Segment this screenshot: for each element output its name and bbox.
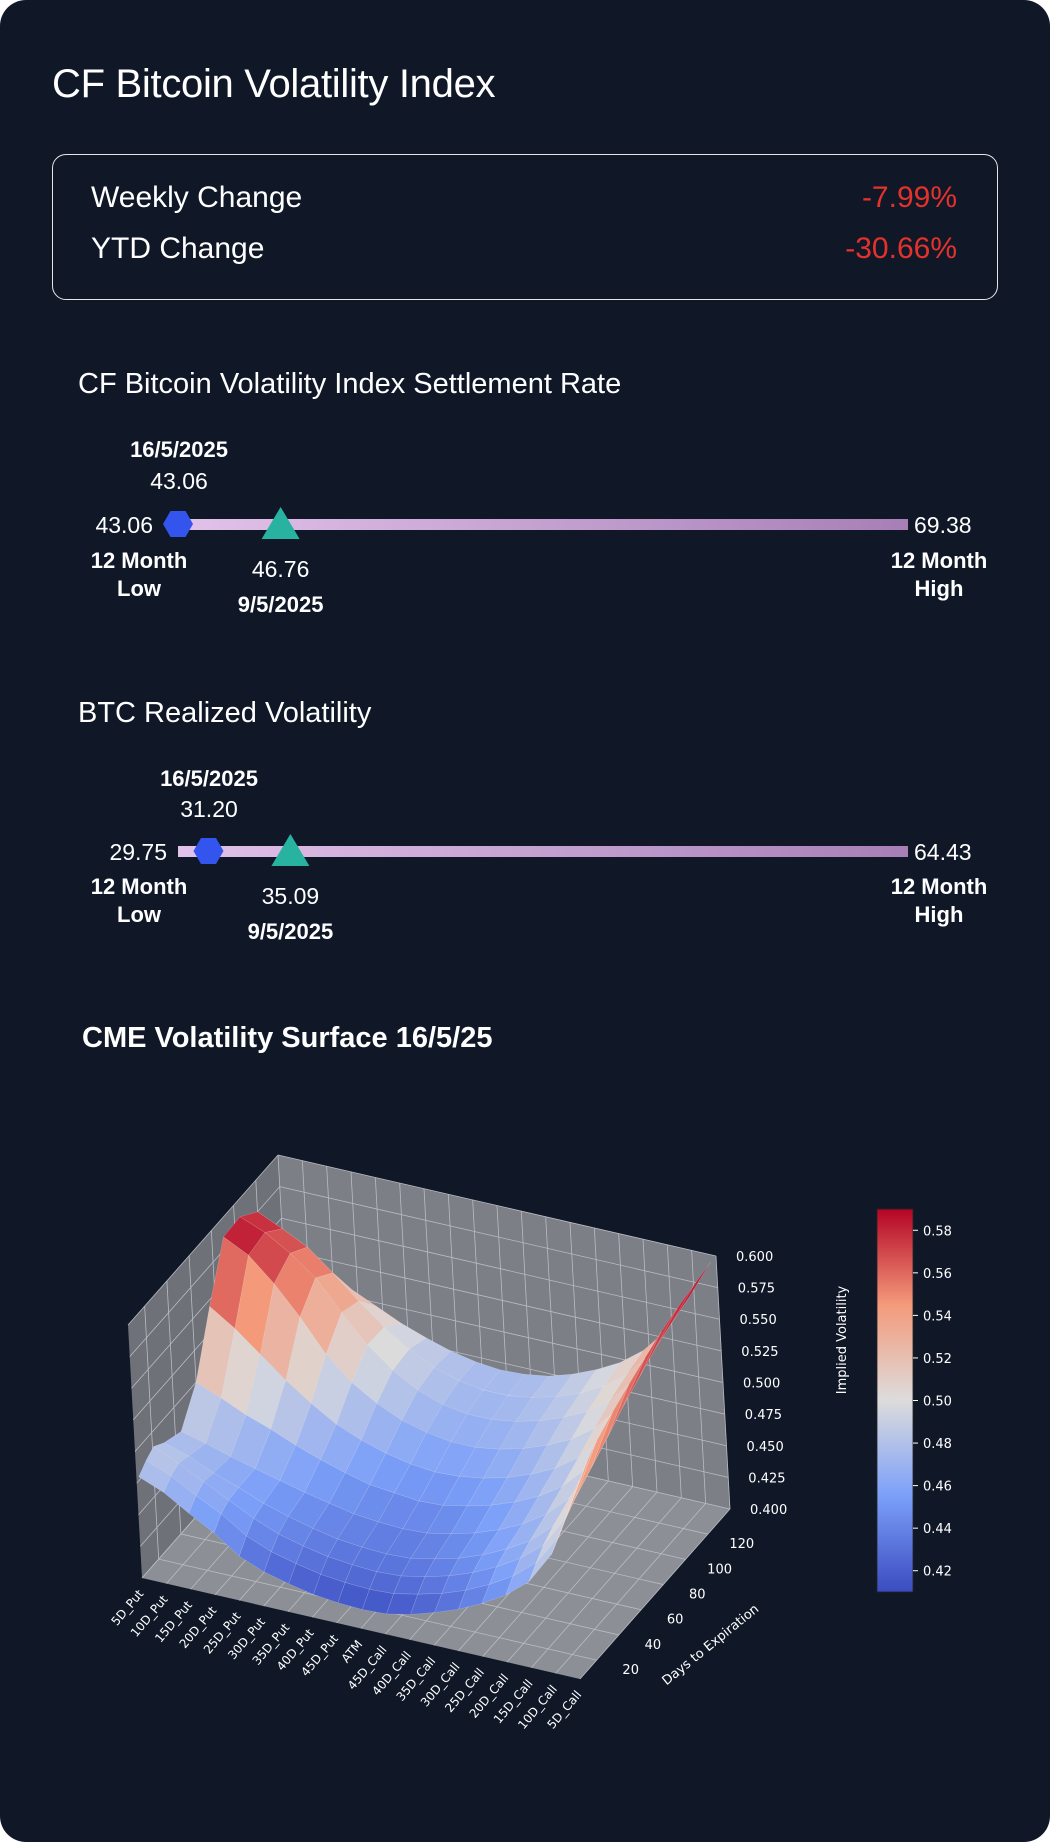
realized-high-label-2: High — [915, 902, 964, 927]
colorbar-tick: 0.42 — [923, 1565, 952, 1580]
surface-z-tick: 0.575 — [738, 1282, 775, 1297]
settlement-low-value: 43.06 — [95, 512, 153, 538]
colorbar-tick: 0.54 — [923, 1309, 952, 1324]
settlement-week-ago-date: 9/5/2025 — [238, 592, 324, 617]
surface-y-tick: 20 — [622, 1663, 639, 1678]
ytd-change-value: -30.66% — [845, 232, 957, 265]
surface-y-tick: 120 — [729, 1537, 754, 1552]
surface-zlabel: Implied Volatility — [835, 1285, 850, 1394]
surface-patch — [607, 1357, 646, 1438]
surface-patch — [671, 1262, 711, 1323]
realized-range-bar — [178, 846, 908, 857]
settlement-range-gauge: 16/5/2025 43.06 43.06 12 Month Low 69.38… — [91, 437, 988, 617]
surface-patch — [551, 1480, 580, 1555]
ytd-change-row: YTD Change -30.66% — [91, 232, 957, 268]
surface-z-tick: 0.600 — [736, 1250, 773, 1265]
realized-week-ago-marker — [271, 834, 310, 866]
settlement-high-label-1: 12 Month — [891, 548, 988, 573]
weekly-change-value: -7.99% — [861, 181, 957, 214]
colorbar-tick: 0.52 — [923, 1352, 952, 1367]
settlement-current-value: 43.06 — [150, 468, 208, 494]
surface-z-tick: 0.500 — [743, 1377, 780, 1392]
weekly-change-label: Weekly Change — [91, 181, 303, 214]
colorbar-tick: 0.50 — [923, 1395, 952, 1410]
surface-colorbar: 0.42 0.44 0.46 0.48 0.50 0.52 0.54 0.56 0.58 — [876, 1208, 952, 1593]
surface-y-tick: 80 — [689, 1588, 706, 1603]
realized-high-value: 64.43 — [914, 839, 972, 865]
colorbar-tick: 0.56 — [923, 1267, 952, 1282]
surface-z-tick: 0.475 — [745, 1408, 782, 1423]
settlement-low-label-2: Low — [117, 576, 162, 601]
surface-z-tick: 0.450 — [747, 1440, 784, 1455]
surface-y-tick: 100 — [707, 1562, 732, 1577]
settlement-range-bar — [178, 519, 908, 530]
colorbar-tick: 0.46 — [923, 1480, 952, 1495]
settlement-high-label-2: High — [915, 576, 964, 601]
settlement-low-label-1: 12 Month — [91, 548, 188, 573]
colorbar-scale — [876, 1208, 914, 1593]
realized-high-label-1: 12 Month — [891, 874, 988, 899]
weekly-change-row: Weekly Change -7.99% — [91, 181, 957, 217]
realized-low-value: 29.75 — [109, 839, 167, 865]
surface-y-tick: 40 — [645, 1638, 662, 1653]
settlement-current-marker — [163, 511, 193, 537]
page-title: CF Bitcoin Volatility Index — [52, 62, 496, 106]
settlement-week-ago-marker — [261, 507, 300, 539]
volatility-surface-chart: 5D_Put10D_Put15D_Put20D_Put25D_Put30D_Pu… — [108, 1154, 952, 1732]
settlement-current-date: 16/5/2025 — [130, 437, 228, 462]
colorbar-tick: 0.58 — [923, 1224, 952, 1239]
realized-week-ago-date: 9/5/2025 — [248, 919, 334, 944]
realized-low-label-2: Low — [117, 902, 162, 927]
surface-patch — [575, 1412, 613, 1498]
surface-title: CME Volatility Surface 16/5/25 — [82, 1022, 493, 1054]
realized-current-date: 16/5/2025 — [160, 766, 258, 791]
surface-mesh — [138, 1211, 711, 1615]
surface-z-tick: 0.425 — [748, 1471, 785, 1486]
surface-y-tick: 60 — [667, 1613, 684, 1628]
surface-z-tick: 0.525 — [741, 1345, 778, 1360]
colorbar-tick: 0.44 — [923, 1522, 952, 1537]
changes-panel: Weekly Change -7.99% YTD Change -30.66% — [52, 154, 998, 300]
colorbar-tick: 0.48 — [923, 1437, 952, 1452]
realized-week-ago-value: 35.09 — [262, 883, 320, 909]
settlement-high-value: 69.38 — [914, 512, 972, 538]
realized-low-label-1: 12 Month — [91, 874, 188, 899]
realized-current-marker — [193, 838, 224, 864]
surface-z-tick: 0.550 — [740, 1313, 777, 1328]
realized-range-gauge: 16/5/2025 31.20 29.75 12 Month Low 64.43… — [91, 766, 988, 944]
settlement-title: CF Bitcoin Volatility Index Settlement R… — [78, 368, 622, 400]
settlement-week-ago-value: 46.76 — [252, 556, 310, 582]
surface-z-tick: 0.400 — [750, 1503, 787, 1518]
realized-title: BTC Realized Volatility — [78, 697, 372, 729]
ytd-change-label: YTD Change — [91, 232, 265, 265]
surface-x-tick: ATM — [339, 1637, 366, 1665]
realized-current-value: 31.20 — [180, 796, 238, 822]
